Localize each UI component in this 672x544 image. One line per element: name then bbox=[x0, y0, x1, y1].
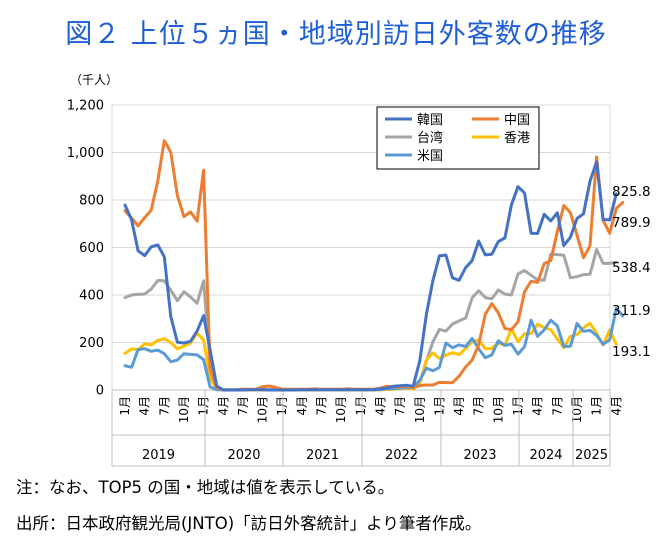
x-tick-label: 4月 bbox=[295, 396, 309, 416]
year-label: 2021 bbox=[306, 448, 339, 463]
legend-label-中国: 中国 bbox=[504, 113, 530, 128]
x-tick-label: 10月 bbox=[413, 396, 427, 423]
source-text: 出所：日本政府観光局(JNTO)「訪日外客統計」より筆者作成。 bbox=[16, 514, 482, 533]
year-label: 2022 bbox=[385, 448, 418, 463]
y-axis-ticks: 0 200 400 600 800 1,000 1,200 bbox=[67, 99, 104, 399]
note-text: 注：なお、TOP5 の国・地域は値を表示している。 bbox=[16, 478, 395, 497]
year-label: 2025 bbox=[575, 448, 608, 463]
y-tick-label: 400 bbox=[79, 289, 104, 304]
y-tick-label: 200 bbox=[79, 336, 104, 351]
page-title: 図２ 上位５ヵ国・地域別訪日外客数の推移 bbox=[65, 19, 607, 50]
end-label-台湾: 538.4 bbox=[612, 260, 651, 276]
y-tick-label: 1,000 bbox=[67, 146, 104, 161]
y-tick-label: 0 bbox=[96, 384, 104, 399]
x-tick-label: 1月 bbox=[118, 396, 132, 416]
x-tick-label: 4月 bbox=[609, 396, 623, 416]
legend-label-韓国: 韓国 bbox=[417, 113, 443, 128]
x-tick-label: 7月 bbox=[550, 396, 564, 416]
x-tick-label: 1月 bbox=[432, 396, 446, 416]
x-tick-label: 7月 bbox=[393, 396, 407, 416]
x-tick-label: 10月 bbox=[334, 396, 348, 423]
end-value-labels: 825.8 789.9 538.4 311.9 193.1 bbox=[612, 184, 651, 360]
end-label-中国: 789.9 bbox=[612, 215, 651, 231]
x-tick-label: 1月 bbox=[275, 396, 289, 416]
x-tick-label: 4月 bbox=[452, 396, 466, 416]
x-tick-label: 10月 bbox=[491, 396, 505, 423]
series-line-米国 bbox=[123, 306, 625, 392]
x-tick-label: 4月 bbox=[138, 396, 152, 416]
legend-label-米国: 米国 bbox=[417, 149, 443, 164]
x-tick-label: 4月 bbox=[216, 396, 230, 416]
x-tick-label: 7月 bbox=[472, 396, 486, 416]
y-axis-label: （千人） bbox=[70, 73, 118, 87]
x-tick-label: 10月 bbox=[256, 396, 270, 423]
legend-label-台湾: 台湾 bbox=[417, 130, 443, 146]
end-label-香港: 193.1 bbox=[612, 344, 651, 360]
y-tick-label: 600 bbox=[79, 241, 104, 256]
year-label: 2019 bbox=[142, 448, 175, 463]
x-tick-label: 7月 bbox=[236, 396, 250, 416]
x-axis: 1月 4月 7月 10月 1月 4月 7月 10月 1月 4月 7月 10月 1月 4月 7月 10月 1月 4月… bbox=[111, 389, 623, 467]
end-label-米国: 311.9 bbox=[612, 303, 651, 319]
series-line-韓国 bbox=[123, 160, 618, 392]
x-tick-label: 1月 bbox=[197, 396, 211, 416]
year-label: 2023 bbox=[463, 448, 496, 463]
year-label: 2024 bbox=[529, 448, 562, 463]
x-tick-label: 7月 bbox=[157, 396, 171, 416]
chart-series-lines bbox=[123, 139, 625, 392]
x-tick-label: 1月 bbox=[511, 396, 525, 416]
x-tick-label: 4月 bbox=[373, 396, 387, 416]
x-tick-label: 10月 bbox=[570, 396, 584, 423]
x-tick-label: 1月 bbox=[354, 396, 368, 416]
x-tick-label: 1月 bbox=[590, 396, 604, 416]
end-label-韓国: 825.8 bbox=[612, 184, 651, 200]
y-tick-label: 800 bbox=[79, 194, 104, 209]
year-label: 2020 bbox=[227, 448, 260, 463]
legend-label-香港: 香港 bbox=[504, 131, 530, 146]
x-tick-label: 4月 bbox=[531, 396, 545, 416]
y-tick-label: 1,200 bbox=[67, 99, 104, 114]
x-tick-label: 7月 bbox=[315, 396, 329, 416]
x-tick-label: 10月 bbox=[177, 396, 191, 423]
